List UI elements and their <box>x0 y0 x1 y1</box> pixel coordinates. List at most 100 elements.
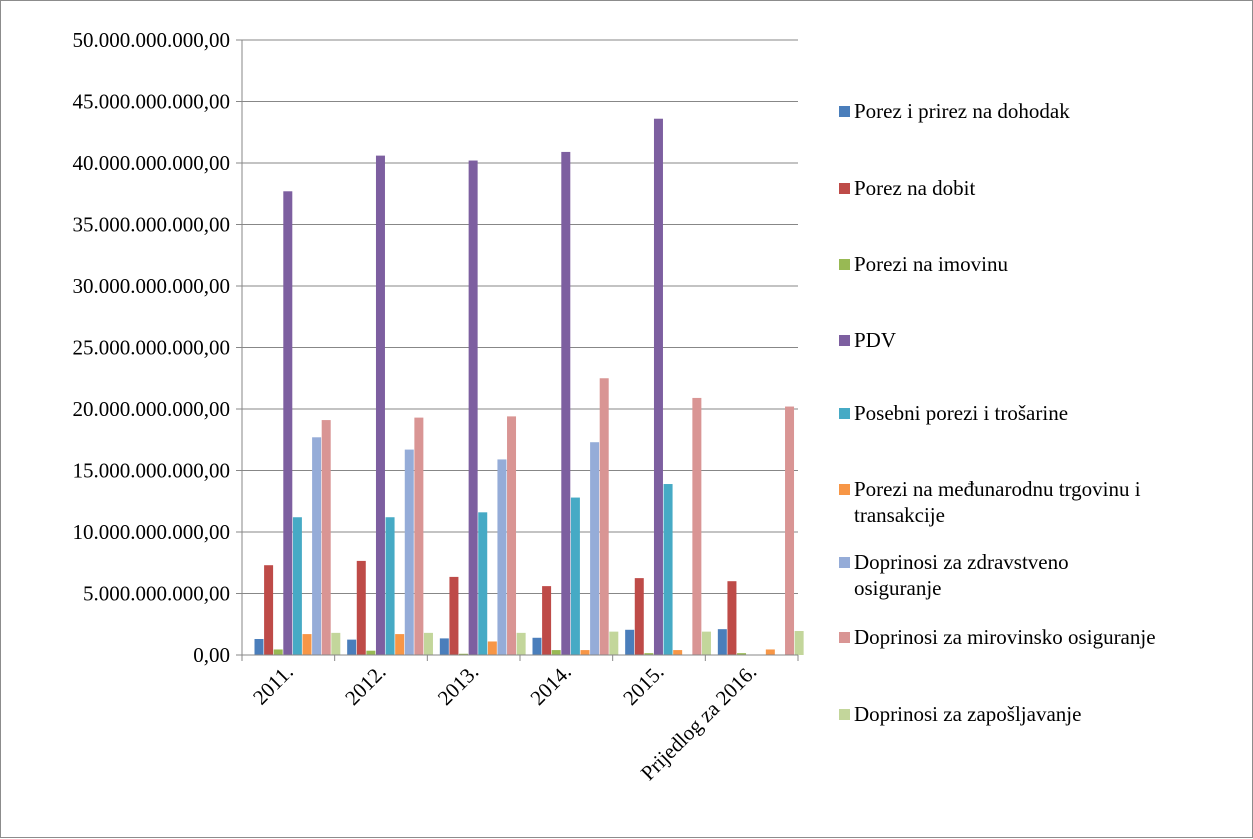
bar <box>347 639 357 655</box>
legend-label: Porezi na imovinu <box>854 252 1008 276</box>
bar <box>423 632 433 655</box>
x-tick-label: 2015. <box>618 660 668 710</box>
bar <box>375 155 385 655</box>
legend-swatch <box>839 484 850 495</box>
legend-item: Posebni porezi i trošarine <box>839 401 1068 425</box>
y-tick-label: 15.000.000.000,00 <box>73 459 231 483</box>
bar <box>459 653 469 655</box>
bar <box>449 576 459 655</box>
y-tick-label: 5.000.000.000,00 <box>83 582 230 606</box>
bar <box>478 512 488 655</box>
legend-label: Doprinosi za zdravstveno <box>854 550 1069 574</box>
bar <box>395 634 405 655</box>
bar <box>292 517 302 655</box>
bar <box>487 641 497 655</box>
legend-swatch <box>839 183 850 194</box>
x-tick-label: 2014. <box>525 660 575 710</box>
x-tick-label: 2013. <box>433 660 483 710</box>
legend-label: Doprinosi za mirovinsko osiguranje <box>854 625 1156 649</box>
y-tick-label: 50.000.000.000,00 <box>73 28 231 52</box>
bar <box>264 565 274 655</box>
legend-item: PDV <box>839 328 896 352</box>
bar <box>663 484 673 655</box>
bar <box>634 578 644 655</box>
bar <box>737 653 747 655</box>
legend-item: Doprinosi za mirovinsko osiguranje <box>839 625 1156 649</box>
legend-label: Porez na dobit <box>854 176 975 200</box>
legend-label: transakcije <box>854 503 945 527</box>
legend-label: Doprinosi za zapošljavanje <box>854 702 1081 726</box>
legend-swatch <box>839 259 850 270</box>
bar <box>366 650 376 655</box>
bar <box>570 497 580 655</box>
bar <box>331 632 341 655</box>
bar <box>312 437 322 655</box>
bar <box>321 420 331 655</box>
bar <box>551 650 561 655</box>
bars <box>254 118 804 656</box>
bar <box>356 560 366 655</box>
y-axis-tick-labels: 0,00 5.000.000.000,00 10.000.000.000,00 15.… <box>73 28 231 667</box>
legend-label: osiguranje <box>854 576 941 600</box>
y-tick-label: 10.000.000.000,00 <box>73 520 231 544</box>
bar <box>590 442 600 655</box>
bar <box>692 397 702 655</box>
y-tick-label: 25.000.000.000,00 <box>73 336 231 360</box>
legend-swatch <box>839 335 850 346</box>
legend-label: PDV <box>854 328 896 352</box>
bar <box>653 118 663 656</box>
bar <box>273 649 283 655</box>
bar <box>785 406 795 655</box>
bar <box>794 631 804 655</box>
bar <box>507 416 517 655</box>
bar <box>404 449 414 655</box>
bar <box>580 650 590 655</box>
bar <box>385 517 395 655</box>
y-tick-label: 20.000.000.000,00 <box>73 397 231 421</box>
y-tick-label: 40.000.000.000,00 <box>73 151 231 175</box>
legend: Porez i prirez na dohodak Porez na dobit P… <box>839 99 1156 726</box>
bar <box>542 586 552 655</box>
legend-swatch <box>839 709 850 720</box>
bar <box>717 629 727 655</box>
bar <box>644 653 654 655</box>
bar <box>414 417 424 655</box>
bar <box>727 581 737 655</box>
legend-item: Porezi na imovinu <box>839 252 1008 276</box>
y-tick-label: 30.000.000.000,00 <box>73 274 231 298</box>
bar <box>701 631 711 655</box>
legend-item: Doprinosi za zapošljavanje <box>839 702 1081 726</box>
bar <box>625 629 635 655</box>
bar <box>765 649 775 655</box>
bar <box>302 634 312 655</box>
bar <box>561 151 571 655</box>
axes <box>241 40 799 661</box>
bar <box>497 459 507 655</box>
y-tick-label: 0,00 <box>193 643 230 667</box>
bar <box>599 378 609 655</box>
legend-label: Porezi na međunarodnu trgovinu i <box>854 477 1141 501</box>
legend-swatch <box>839 106 850 117</box>
y-tick-label: 45.000.000.000,00 <box>73 90 231 114</box>
legend-label: Porez i prirez na dohodak <box>854 99 1070 123</box>
bar <box>283 191 293 656</box>
bar <box>468 160 478 656</box>
legend-item: Porez i prirez na dohodak <box>839 99 1070 123</box>
legend-swatch <box>839 632 850 643</box>
bar <box>439 638 449 655</box>
legend-swatch <box>839 408 850 419</box>
x-tick-label: 2011. <box>248 660 298 710</box>
bar <box>532 637 542 655</box>
legend-item: Porezi na međunarodnu trgovinu itransakc… <box>839 477 1141 527</box>
x-tick-label: 2012. <box>340 660 390 710</box>
bar <box>254 639 264 655</box>
gridlines <box>236 39 798 656</box>
bar <box>673 650 683 655</box>
x-axis-tick-labels: 2011. 2012. 2013. 2014. 2015.Prijedlog za 20… <box>248 660 761 785</box>
y-tick-label: 35.000.000.000,00 <box>73 213 231 237</box>
bar <box>516 632 526 655</box>
legend-swatch <box>839 557 850 568</box>
